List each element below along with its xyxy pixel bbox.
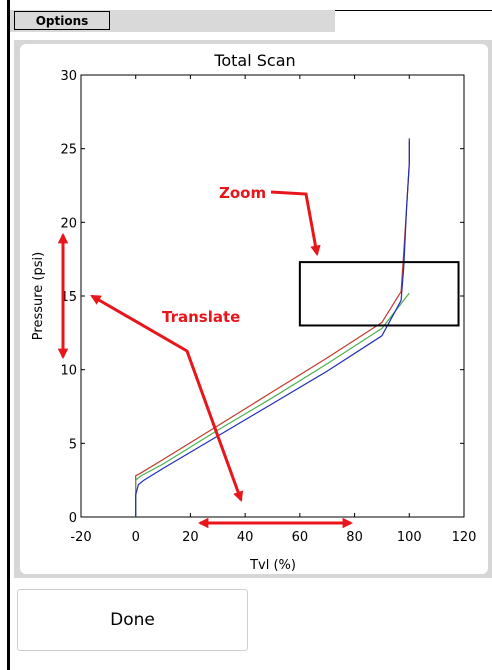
annotations (57, 190, 354, 529)
x-tick-label: 60 (292, 530, 309, 545)
x-tick-label: 100 (397, 530, 422, 545)
x-tick-label: 40 (237, 530, 254, 545)
left-border (7, 0, 10, 670)
y-tick-label: 30 (60, 69, 77, 84)
y-tick-label: 5 (69, 437, 77, 452)
x-tick-label: 80 (346, 530, 363, 545)
x-axis-ticks: -20 0 20 40 60 80 100 120 (70, 75, 476, 545)
zoom-box (298, 261, 460, 327)
zoom-label: Zoom (219, 184, 266, 202)
translate-arrow (90, 294, 244, 502)
y-tick-label: 25 (60, 143, 77, 158)
x-tick-label: 20 (182, 530, 199, 545)
x-tick-label: 0 (132, 530, 140, 545)
translate-label: Translate (162, 308, 240, 326)
x-axis-label: Tvl (%) (249, 558, 296, 573)
y-tick-label: 20 (60, 216, 77, 231)
y-tick-label: 10 (60, 364, 77, 379)
done-button[interactable]: Done (17, 589, 248, 651)
y-axis-label: Pressure (psi) (31, 252, 46, 340)
zoom-arrow (270, 190, 321, 257)
x-tick-label: 120 (452, 530, 477, 545)
x-tick-label: -20 (70, 530, 91, 545)
top-divider (335, 10, 492, 11)
options-button[interactable]: Options (14, 11, 110, 30)
y-tick-label: 0 (69, 511, 77, 526)
chart-title: Total Scan (213, 51, 295, 70)
